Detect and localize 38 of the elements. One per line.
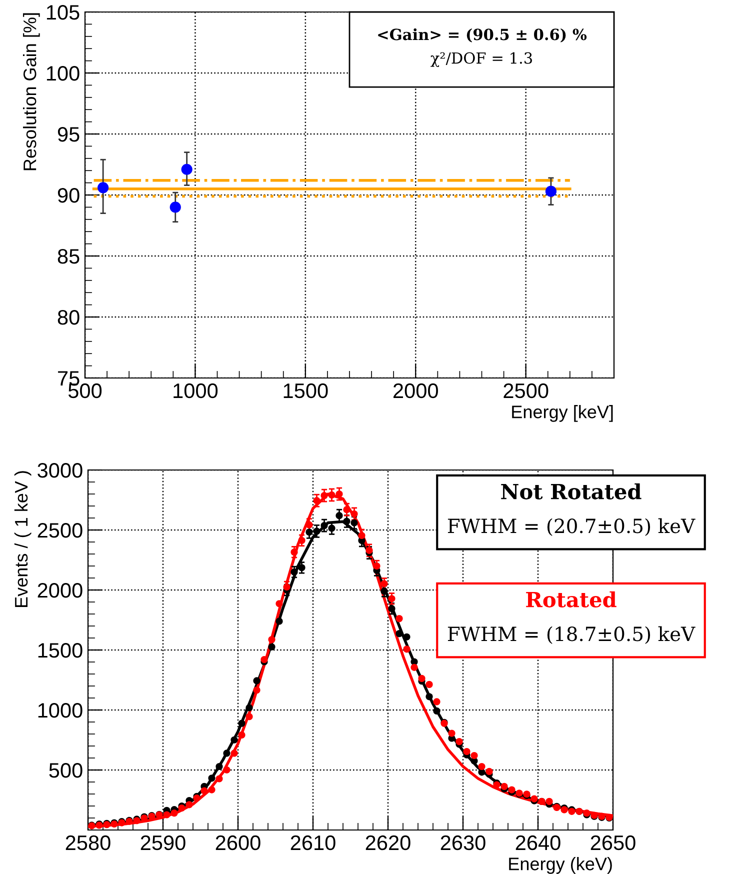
y-tick-label: 105: [46, 5, 80, 20]
point: [98, 182, 109, 194]
y-axis-title: Resolution Gain [%]: [22, 13, 40, 170]
text: Rotated: [526, 591, 616, 608]
y-tick-label: 80: [58, 310, 80, 325]
y-tick-label: 85: [58, 249, 80, 264]
annotation: FWHM = (18.7±0.5) keV: [448, 626, 696, 644]
point: [545, 186, 557, 197]
x-tick-label: 2630: [440, 835, 486, 850]
x-tick-label: 2640: [516, 835, 560, 850]
point: [181, 164, 192, 175]
y-axis-title: Events / ( 1 keV ): [14, 471, 32, 607]
point: [170, 202, 181, 213]
x-axis-title: Energy [keV]: [512, 405, 613, 422]
y-tick-label: 95: [58, 127, 80, 142]
x-tick-label: 1500: [284, 383, 328, 398]
x-tick-label: 2620: [366, 835, 410, 850]
x-tick-label: 2500: [504, 383, 548, 398]
y-tick-label: 1500: [38, 643, 82, 658]
x-tick-label: 2610: [290, 835, 336, 850]
x-tick-label: 2580: [66, 835, 110, 850]
annotation: <Gain> = (90.5 ± 0.6) %: [378, 28, 587, 42]
text: Not Rotated: [501, 483, 642, 500]
x-axis-title: Energy (keV): [509, 857, 612, 874]
y-tick-label: 90: [58, 188, 80, 203]
y-tick-label: 1000: [38, 703, 82, 718]
y-tick-label: 2000: [38, 583, 82, 598]
annotation: FWHM = (20.7±0.5) keV: [448, 518, 696, 536]
annotation: χ²/DOF = 1.3: [430, 52, 532, 67]
y-tick-label: 500: [49, 763, 82, 778]
x-tick-label: 2590: [140, 835, 186, 850]
x-tick-label: 2650: [590, 835, 636, 850]
x-tick-label: 2000: [394, 383, 438, 398]
y-tick-label: 3000: [38, 463, 82, 478]
x-tick-label: 2600: [216, 835, 260, 850]
y-tick-label: 2500: [38, 523, 82, 538]
y-tick-label: 100: [46, 66, 80, 81]
x-tick-label: 1000: [174, 383, 218, 398]
